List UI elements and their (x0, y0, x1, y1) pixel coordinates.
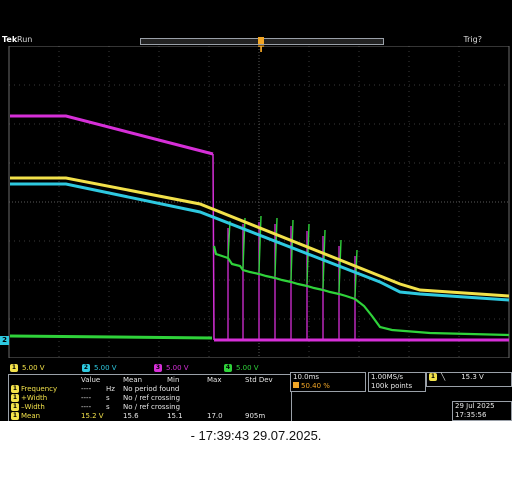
measurement-header: Value Mean Min Max Std Dev (81, 376, 273, 384)
timebase-readout[interactable]: 10.0ms 50.40 % (290, 372, 366, 392)
time: 17:35:56 (455, 411, 487, 419)
photo-caption: - 17:39:43 29.07.2025. (190, 428, 322, 443)
measurement-row[interactable]: 1 Mean 15.2 V 15.6 15.1 17.0 905m (11, 412, 266, 420)
ch3-scale[interactable]: 3 5.00 V (154, 364, 189, 372)
trigger-position-marker: T (258, 45, 265, 55)
ch4-trace (9, 334, 213, 340)
brand-logo: Tek (2, 35, 18, 44)
channel-scale-bar: 1 5.00 V 2 5.00 V 3 5.00 V 4 5.00 V (8, 363, 288, 373)
record-length: 100k points (371, 382, 413, 390)
trigger-readout[interactable]: 1 ╲ 15.3 V (426, 372, 512, 387)
trigger-level: 15.3 V (461, 373, 484, 381)
measurement-row[interactable]: 1 +Width ---- s No ∕ ref crossing (11, 394, 181, 402)
date: 29 Jul 2025 (455, 402, 495, 410)
ch1-trace (10, 176, 510, 298)
graticule-center (9, 46, 509, 358)
timebase-position: 50.40 % (293, 382, 365, 391)
sample-rate: 1.00MS/s (371, 373, 404, 381)
ch2-scale[interactable]: 2 5.00 V (82, 364, 117, 372)
oscilloscope-screen: Tek Run Trig? (0, 0, 512, 421)
trigger-status: Trig? (463, 35, 482, 44)
ch3-trace (10, 114, 214, 156)
trigger-source-badge: 1 (429, 373, 437, 381)
measurement-panel: Value Mean Min Max Std Dev 1 Frequency -… (8, 374, 292, 421)
measurement-row[interactable]: 1 –Width ---- s No ∕ ref crossing (11, 403, 181, 411)
ch2-ground-marker[interactable]: 2 (0, 336, 9, 345)
delay-icon (293, 382, 299, 388)
ch2-trace (10, 182, 510, 302)
waveform-plot (8, 46, 510, 358)
measurement-row[interactable]: 1 Frequency ---- Hz No period found (11, 385, 180, 393)
trigger-slope-icon: ╲ (441, 373, 446, 381)
record-position-marker (258, 37, 264, 44)
status-bar: Tek Run Trig? (0, 34, 512, 46)
acquisition-state: Run (17, 35, 33, 44)
ch4-scale[interactable]: 4 5.00 V (224, 364, 259, 372)
date-time-readout: 29 Jul 2025 17:35:56 (452, 401, 512, 421)
acquisition-readout[interactable]: 1.00MS/s 100k points (368, 372, 426, 392)
ch1-scale[interactable]: 1 5.00 V (10, 364, 45, 372)
timebase-scale: 10.0ms (293, 373, 320, 381)
